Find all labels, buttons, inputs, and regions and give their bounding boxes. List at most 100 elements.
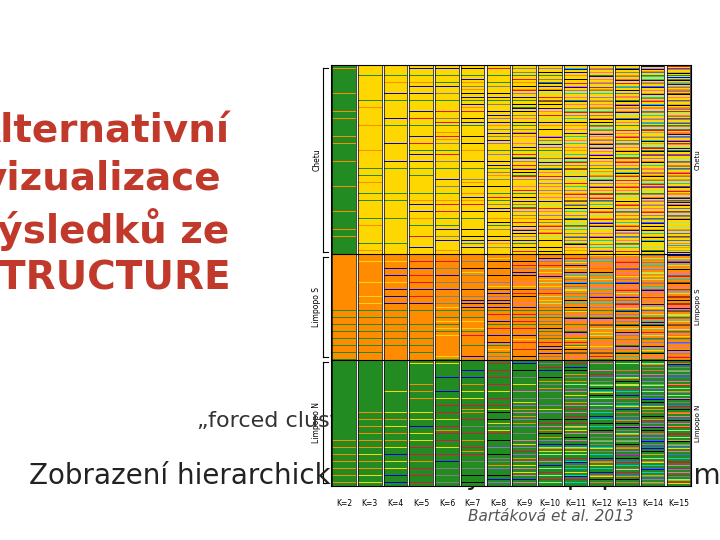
Bar: [487, 287, 510, 289]
Bar: [487, 244, 510, 247]
Bar: [538, 449, 562, 451]
Bar: [410, 335, 433, 339]
Bar: [641, 177, 665, 179]
Bar: [435, 205, 459, 208]
Bar: [564, 91, 588, 93]
Bar: [384, 168, 408, 172]
Bar: [641, 238, 665, 240]
Bar: [667, 364, 690, 367]
Bar: [461, 187, 485, 190]
Bar: [667, 141, 690, 143]
Bar: [590, 162, 613, 165]
Bar: [590, 403, 613, 405]
Bar: [615, 389, 639, 391]
Bar: [332, 388, 356, 391]
Bar: [435, 151, 459, 154]
Text: K=2: K=2: [336, 498, 352, 508]
Bar: [410, 427, 433, 430]
Bar: [487, 126, 510, 129]
Bar: [615, 152, 639, 154]
Bar: [384, 286, 408, 289]
Bar: [641, 305, 665, 307]
Bar: [538, 269, 562, 272]
Bar: [487, 476, 510, 479]
Bar: [513, 87, 536, 90]
Bar: [358, 133, 382, 136]
Bar: [410, 276, 433, 279]
Bar: [641, 424, 665, 427]
Bar: [590, 393, 613, 395]
Bar: [590, 483, 613, 486]
Bar: [615, 145, 639, 147]
Bar: [615, 252, 639, 254]
Bar: [358, 254, 382, 258]
Bar: [487, 342, 510, 346]
Bar: [435, 69, 459, 72]
Bar: [332, 462, 356, 465]
Bar: [564, 220, 588, 222]
Bar: [487, 441, 510, 444]
Text: Chetu: Chetu: [695, 149, 701, 170]
Bar: [513, 94, 536, 97]
Bar: [384, 79, 408, 83]
Bar: [487, 177, 510, 179]
Bar: [410, 251, 433, 254]
Bar: [410, 367, 433, 370]
Bar: [461, 241, 485, 244]
Bar: [332, 384, 356, 388]
Bar: [641, 174, 665, 176]
Bar: [538, 244, 562, 247]
Bar: [384, 119, 408, 122]
Bar: [538, 187, 562, 190]
Bar: [590, 191, 613, 193]
Bar: [435, 420, 459, 423]
Bar: [410, 465, 433, 468]
Bar: [667, 159, 690, 161]
Bar: [667, 238, 690, 240]
Bar: [667, 435, 690, 437]
Bar: [590, 148, 613, 151]
Bar: [667, 65, 690, 486]
Bar: [435, 283, 459, 286]
Bar: [667, 305, 690, 307]
Bar: [641, 417, 665, 419]
Bar: [358, 289, 382, 293]
Bar: [590, 184, 613, 186]
Bar: [667, 72, 690, 73]
Bar: [332, 310, 356, 314]
Bar: [384, 69, 408, 72]
Bar: [410, 179, 433, 183]
Bar: [564, 206, 588, 207]
Bar: [667, 263, 690, 265]
Bar: [513, 322, 536, 325]
Bar: [513, 91, 536, 93]
Bar: [435, 367, 459, 370]
Bar: [615, 170, 639, 172]
Bar: [384, 307, 408, 310]
Bar: [590, 131, 613, 133]
Bar: [332, 374, 356, 377]
Text: K=13: K=13: [616, 498, 637, 508]
Bar: [358, 416, 382, 419]
Bar: [538, 259, 562, 261]
Bar: [615, 188, 639, 190]
Bar: [615, 141, 639, 143]
Bar: [590, 298, 613, 300]
Bar: [538, 350, 562, 353]
Bar: [487, 237, 510, 240]
Bar: [538, 119, 562, 122]
Text: K=14: K=14: [642, 498, 663, 508]
Bar: [513, 245, 536, 247]
Bar: [564, 385, 588, 388]
Bar: [667, 246, 690, 247]
Bar: [332, 286, 356, 289]
Bar: [667, 347, 690, 349]
Bar: [410, 233, 433, 236]
Bar: [461, 69, 485, 72]
Bar: [590, 216, 613, 219]
Bar: [564, 123, 588, 125]
Bar: [410, 451, 433, 455]
Bar: [487, 252, 510, 254]
Bar: [435, 318, 459, 321]
Bar: [487, 262, 510, 265]
